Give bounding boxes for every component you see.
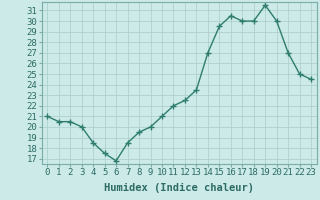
X-axis label: Humidex (Indice chaleur): Humidex (Indice chaleur) [104,183,254,193]
